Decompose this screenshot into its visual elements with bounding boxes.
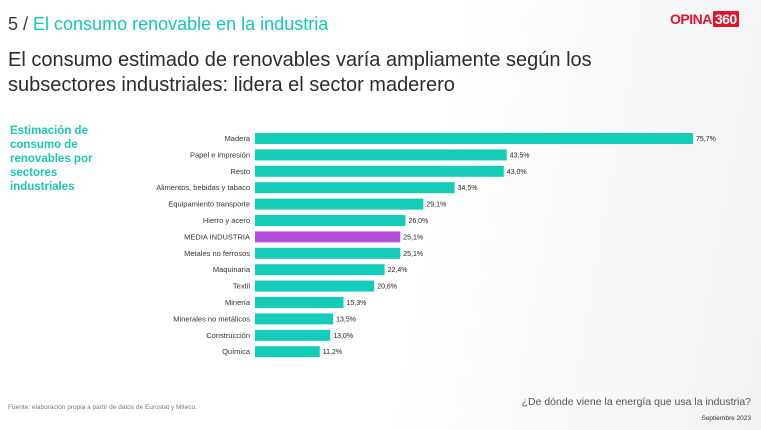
value-label: 13,5%	[336, 316, 356, 323]
value-label: 25,1%	[403, 234, 423, 241]
bar	[255, 264, 385, 276]
value-label: 20,6%	[377, 284, 397, 291]
logo-badge: 360	[712, 11, 739, 27]
section-header: 5 / El consumo renovable en la industria	[8, 14, 328, 35]
bar	[255, 165, 504, 177]
value-label: 22,4%	[388, 267, 408, 274]
bar-chart: Madera 75,7% Papel e impresión 43,5% Resto 43…	[156, 133, 716, 358]
bar	[255, 297, 344, 308]
value-label: 43,0%	[507, 169, 527, 176]
bar	[255, 280, 375, 292]
page-title: El consumo estimado de renovables varía …	[8, 49, 592, 96]
value-label: 25,1%	[403, 251, 423, 258]
value-label: 43,5%	[510, 152, 530, 159]
bar	[255, 149, 507, 161]
category-label: Papel e impresión	[190, 150, 250, 159]
bar	[255, 313, 334, 325]
brand-logo: OPINA 360	[670, 11, 739, 27]
category-label: Construcción	[206, 331, 250, 340]
bar-highlight	[255, 231, 401, 243]
category-label: MEDIA INDUSTRIA	[184, 232, 250, 241]
bar	[255, 182, 455, 194]
value-label: 15,3%	[347, 300, 367, 307]
section-number: 5 /	[8, 14, 29, 34]
value-label: 34,5%	[458, 185, 478, 192]
category-label: Alimentos, bebidas y tabaco	[156, 183, 250, 192]
bar	[255, 215, 406, 226]
category-label: Textil	[233, 282, 250, 291]
bar	[255, 346, 320, 358]
category-label: Resto	[230, 167, 250, 176]
chart-description: Estimación de consumo de renovables por …	[10, 125, 93, 193]
category-label: Madera	[225, 134, 251, 143]
category-label: Minería	[225, 298, 251, 307]
category-label: Equipamiento transporte	[168, 200, 250, 209]
bar	[255, 198, 424, 210]
footer-question: ¿De dónde viene la energía que usa la in…	[521, 396, 751, 408]
footer-date: Septiembre 2023	[701, 415, 751, 422]
category-label: Metales no ferrosos	[184, 249, 250, 258]
category-label: Maquinaria	[213, 265, 251, 274]
bar	[255, 247, 401, 259]
value-label: 26,0%	[408, 218, 428, 225]
value-label: 75,7%	[696, 136, 716, 143]
bar	[255, 133, 693, 144]
logo-text: OPINA	[670, 11, 712, 27]
value-label: 29,1%	[426, 202, 446, 209]
category-label: Química	[222, 347, 251, 356]
section-title: El consumo renovable en la industria	[33, 14, 329, 34]
category-label: Minerales no metálicos	[173, 314, 250, 323]
bar	[255, 329, 331, 341]
source-note: Fuente: elaboración propia a partir de d…	[8, 404, 197, 411]
value-label: 11,2%	[323, 349, 342, 356]
category-label: Hierro y acero	[203, 216, 250, 225]
value-label: 13,0%	[333, 333, 353, 340]
